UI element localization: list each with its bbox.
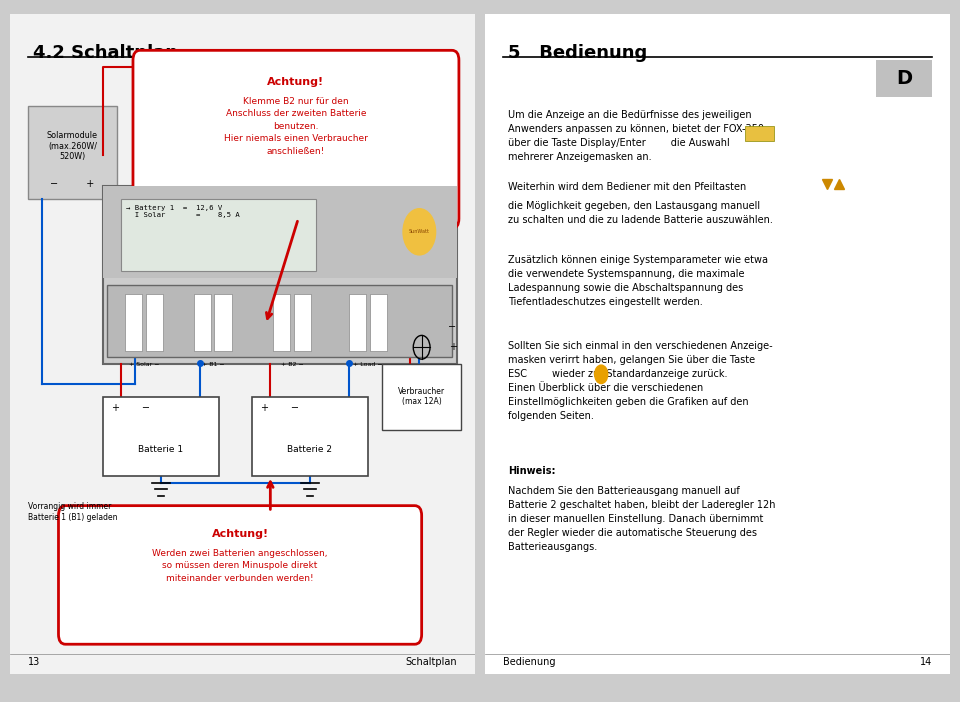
Text: Klemme B2 nur für den
Anschluss der zweiten Batterie
benutzen.
Hier niemals eine: Klemme B2 nur für den Anschluss der zwei… [224,97,368,156]
FancyBboxPatch shape [370,295,387,350]
Text: Bedienung: Bedienung [503,657,556,668]
FancyBboxPatch shape [108,284,452,357]
Text: SunWatt: SunWatt [409,230,430,234]
Circle shape [403,208,436,255]
FancyBboxPatch shape [121,199,316,272]
FancyBboxPatch shape [125,295,142,350]
FancyBboxPatch shape [876,60,932,96]
Text: Batterie 2: Batterie 2 [287,445,332,454]
FancyBboxPatch shape [294,295,311,350]
FancyBboxPatch shape [214,295,232,350]
FancyBboxPatch shape [745,126,775,140]
Text: + B1 −: + B1 − [202,362,225,367]
FancyBboxPatch shape [59,505,421,644]
Text: Sollten Sie sich einmal in den verschiedenen Anzeige-
masken verirrt haben, gela: Sollten Sie sich einmal in den verschied… [508,340,773,420]
Text: −         +: − + [50,179,95,189]
FancyBboxPatch shape [28,107,117,199]
Text: Zusätzlich können einige Systemparameter wie etwa
die verwendete Systemspannung,: Zusätzlich können einige Systemparameter… [508,255,768,307]
FancyBboxPatch shape [10,14,475,674]
Text: Achtung!: Achtung! [268,77,324,87]
FancyBboxPatch shape [103,185,457,278]
Text: +       −: + − [261,404,299,413]
Text: 13: 13 [28,657,40,668]
FancyBboxPatch shape [103,397,219,476]
Text: Nachdem Sie den Batterieausgang manuell auf
Batterie 2 geschaltet haben, bleibt : Nachdem Sie den Batterieausgang manuell … [508,486,776,552]
FancyBboxPatch shape [273,295,291,350]
Text: 5   Bedienung: 5 Bedienung [508,44,647,62]
FancyBboxPatch shape [382,364,461,430]
Text: Schaltplan: Schaltplan [405,657,457,668]
Text: FOX-350: FOX-350 [160,202,212,212]
FancyBboxPatch shape [146,295,163,350]
Text: D: D [896,69,912,88]
Text: Weiterhin wird dem Bediener mit den Pfeiltasten: Weiterhin wird dem Bediener mit den Pfei… [508,183,746,192]
Text: + B2 −: + B2 − [281,362,303,367]
Circle shape [594,365,608,383]
Text: + Load −: + Load − [353,362,383,367]
Text: 4.2 Schaltplan: 4.2 Schaltplan [33,44,178,62]
Text: Hinweis:: Hinweis: [508,466,556,476]
Text: +: + [448,342,457,352]
Text: +       −: + − [112,404,150,413]
Text: die Möglichkeit gegeben, den Lastausgang manuell
zu schalten und die zu ladende : die Möglichkeit gegeben, den Lastausgang… [508,201,773,225]
Text: + Solar −: + Solar − [129,362,159,367]
FancyBboxPatch shape [103,185,457,364]
Text: Vorrangig wird immer
Batterie 1 (B1) geladen: Vorrangig wird immer Batterie 1 (B1) gel… [28,503,118,522]
Text: Verbraucher
(max 12A): Verbraucher (max 12A) [398,387,445,406]
Text: Werden zwei Batterien angeschlossen,
so müssen deren Minuspole direkt
miteinande: Werden zwei Batterien angeschlossen, so … [153,548,327,583]
FancyBboxPatch shape [194,295,211,350]
FancyBboxPatch shape [252,397,368,476]
Text: Um die Anzeige an die Bedürfnisse des jeweiligen
Anwenders anpassen zu können, b: Um die Anzeige an die Bedürfnisse des je… [508,110,764,161]
Text: Batterie 1: Batterie 1 [138,445,183,454]
Text: −: − [448,322,457,332]
FancyBboxPatch shape [133,51,459,229]
Text: 14: 14 [920,657,932,668]
FancyBboxPatch shape [348,295,367,350]
FancyBboxPatch shape [485,14,950,674]
Text: Solarmodule
(max.260W/
520W): Solarmodule (max.260W/ 520W) [47,131,98,161]
Text: Achtung!: Achtung! [211,529,269,538]
Text: → Battery 1  =  12,6 V
  I Solar       =    8,5 A: → Battery 1 = 12,6 V I Solar = 8,5 A [126,206,240,218]
